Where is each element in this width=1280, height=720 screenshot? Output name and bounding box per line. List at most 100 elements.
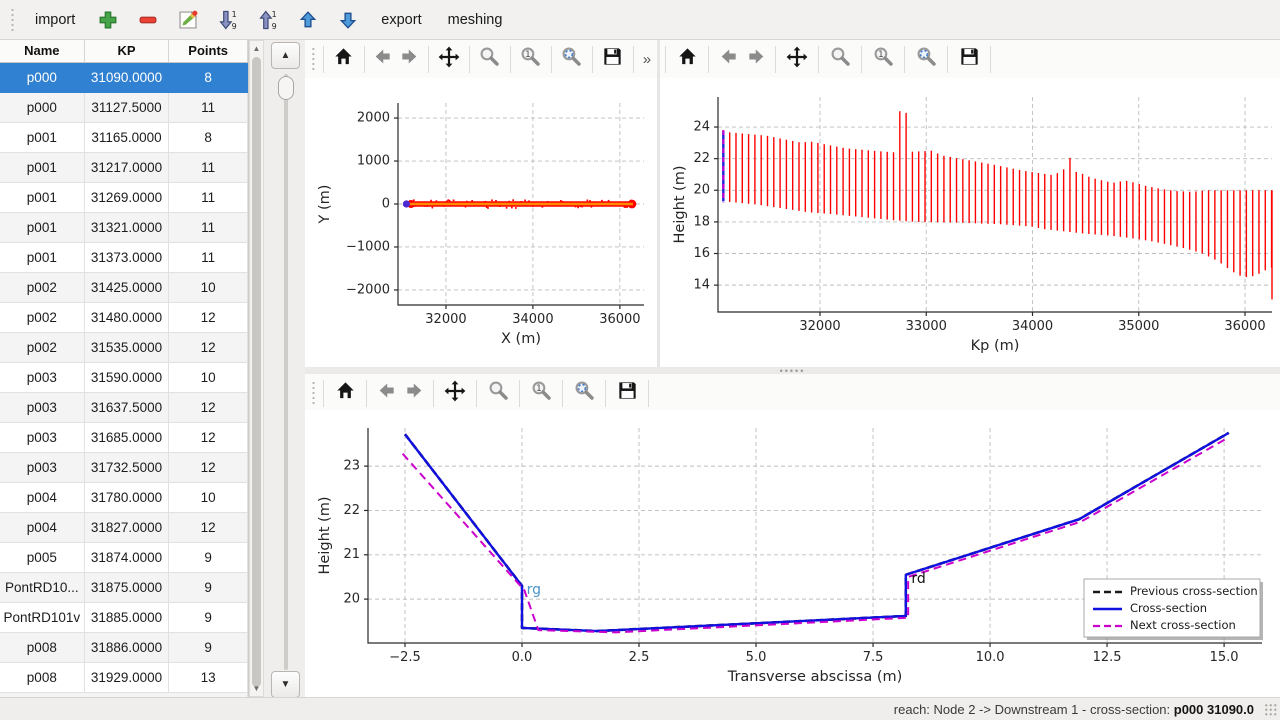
home-button[interactable]: [327, 43, 361, 75]
move-up-button[interactable]: [291, 4, 325, 36]
meshing-button[interactable]: meshing: [447, 11, 503, 28]
table-cell[interactable]: p004: [0, 513, 85, 543]
table-row[interactable]: p008 31929.0000 13: [0, 663, 248, 693]
table-cell[interactable]: 12: [169, 303, 248, 333]
zoom-one-button[interactable]: [865, 43, 901, 75]
save-figure-button[interactable]: [951, 43, 987, 75]
table-cell[interactable]: 12: [169, 423, 248, 453]
edit-section-button[interactable]: [171, 4, 205, 36]
table-cell[interactable]: 13: [169, 663, 248, 693]
table-cell[interactable]: 12: [169, 333, 248, 363]
table-row[interactable]: p000 31127.5000 11: [0, 93, 248, 123]
table-cell[interactable]: PontRD10...: [0, 573, 85, 603]
table-cell[interactable]: 9: [169, 633, 248, 663]
table-row[interactable]: p002 31425.0000 10: [0, 273, 248, 303]
cross-section-plot-canvas[interactable]: [305, 410, 1280, 698]
table-cell[interactable]: 9: [169, 603, 248, 633]
table-row[interactable]: p001 31165.0000 8: [0, 123, 248, 153]
scroll-up-arrow-icon[interactable]: ▲: [252, 44, 261, 53]
table-cell[interactable]: p005: [0, 543, 85, 573]
table-cell[interactable]: 11: [169, 153, 248, 183]
slider-thumb[interactable]: [278, 76, 294, 100]
table-cell[interactable]: 11: [169, 183, 248, 213]
forward-button[interactable]: [400, 377, 430, 409]
table-cell[interactable]: 31886.0000: [84, 633, 170, 663]
table-cell[interactable]: 31875.0000: [84, 573, 170, 603]
table-cell[interactable]: 9: [169, 543, 248, 573]
table-cell[interactable]: p004: [0, 483, 85, 513]
table-cell[interactable]: 8: [169, 63, 248, 93]
table-cell[interactable]: 31780.0000: [84, 483, 170, 513]
zoom-one-button[interactable]: [514, 43, 548, 75]
table-cell[interactable]: 31885.0000: [84, 603, 170, 633]
zoom-fit-button[interactable]: [566, 377, 602, 409]
table-cell[interactable]: p002: [0, 303, 85, 333]
table-cell[interactable]: 31217.0000: [84, 153, 170, 183]
table-row[interactable]: p008 31886.0000 9: [0, 633, 248, 663]
table-cell[interactable]: p003: [0, 393, 85, 423]
table-cell[interactable]: 31685.0000: [84, 423, 170, 453]
forward-button[interactable]: [396, 43, 424, 75]
add-section-button[interactable]: [91, 4, 125, 36]
zoom-fit-button[interactable]: [908, 43, 944, 75]
toolbar-overflow-button[interactable]: »: [642, 50, 652, 68]
back-button[interactable]: [370, 377, 400, 409]
table-cell[interactable]: 11: [169, 93, 248, 123]
table-cell[interactable]: 31827.0000: [84, 513, 170, 543]
table-cell[interactable]: 31590.0000: [84, 363, 170, 393]
zoom-one-button[interactable]: [523, 377, 559, 409]
save-figure-button[interactable]: [609, 377, 645, 409]
table-cell[interactable]: 12: [169, 513, 248, 543]
export-button[interactable]: export: [381, 11, 422, 28]
vertical-splitter[interactable]: [657, 40, 660, 367]
table-cell[interactable]: p002: [0, 333, 85, 363]
pan-button[interactable]: [779, 43, 815, 75]
table-cell[interactable]: 31425.0000: [84, 273, 170, 303]
zoom-button[interactable]: [480, 377, 516, 409]
slider-track[interactable]: [284, 74, 288, 670]
table-cell[interactable]: 31127.5000: [84, 93, 170, 123]
table-cell[interactable]: p000: [0, 63, 85, 93]
table-row[interactable]: p001 31217.0000 11: [0, 153, 248, 183]
zoom-button[interactable]: [822, 43, 858, 75]
table-cell[interactable]: p008: [0, 633, 85, 663]
table-cell[interactable]: p003: [0, 453, 85, 483]
profile-plot-canvas[interactable]: [660, 78, 1280, 368]
table-row[interactable]: p004 31827.0000 12: [0, 513, 248, 543]
table-cell[interactable]: p003: [0, 363, 85, 393]
table-scrollbar-thumb[interactable]: [252, 57, 261, 687]
table-row[interactable]: p001 31269.0000 11: [0, 183, 248, 213]
horizontal-splitter[interactable]: •••••: [305, 366, 1280, 375]
sort-ascending-button[interactable]: [211, 4, 245, 36]
table-scrollbar[interactable]: ▲ ▼: [249, 40, 264, 697]
sort-descending-button[interactable]: [251, 4, 285, 36]
scroll-down-arrow-icon[interactable]: ▼: [252, 684, 261, 693]
forward-button[interactable]: [742, 43, 772, 75]
table-cell[interactable]: 31480.0000: [84, 303, 170, 333]
table-cell[interactable]: 31321.0000: [84, 213, 170, 243]
table-cell[interactable]: 31269.0000: [84, 183, 170, 213]
toolbar-drag-handle[interactable]: [311, 380, 316, 406]
table-cell[interactable]: 11: [169, 213, 248, 243]
table-row[interactable]: p001 31321.0000 11: [0, 213, 248, 243]
toolbar-drag-handle[interactable]: [311, 46, 316, 72]
pan-button[interactable]: [432, 43, 466, 75]
table-cell[interactable]: 31535.0000: [84, 333, 170, 363]
table-row[interactable]: p003 31732.5000 12: [0, 453, 248, 483]
import-button[interactable]: import: [35, 11, 76, 28]
column-header-name[interactable]: Name: [0, 40, 85, 62]
table-row[interactable]: PontRD101v 31885.0000 9: [0, 603, 248, 633]
move-down-button[interactable]: [331, 4, 365, 36]
table-cell[interactable]: 31929.0000: [84, 663, 170, 693]
table-row[interactable]: p003 31590.0000 10: [0, 363, 248, 393]
table-cell[interactable]: p003: [0, 423, 85, 453]
zoom-fit-button[interactable]: [555, 43, 589, 75]
zoom-button[interactable]: [473, 43, 507, 75]
save-figure-button[interactable]: [596, 43, 630, 75]
window-resize-grip[interactable]: [1264, 702, 1277, 716]
table-row[interactable]: PontRD10... 31875.0000 9: [0, 573, 248, 603]
slider-up-button[interactable]: ▲: [271, 42, 300, 69]
table-row[interactable]: p002 31535.0000 12: [0, 333, 248, 363]
table-row[interactable]: p000 31090.0000 8: [0, 63, 248, 93]
table-cell[interactable]: p001: [0, 213, 85, 243]
